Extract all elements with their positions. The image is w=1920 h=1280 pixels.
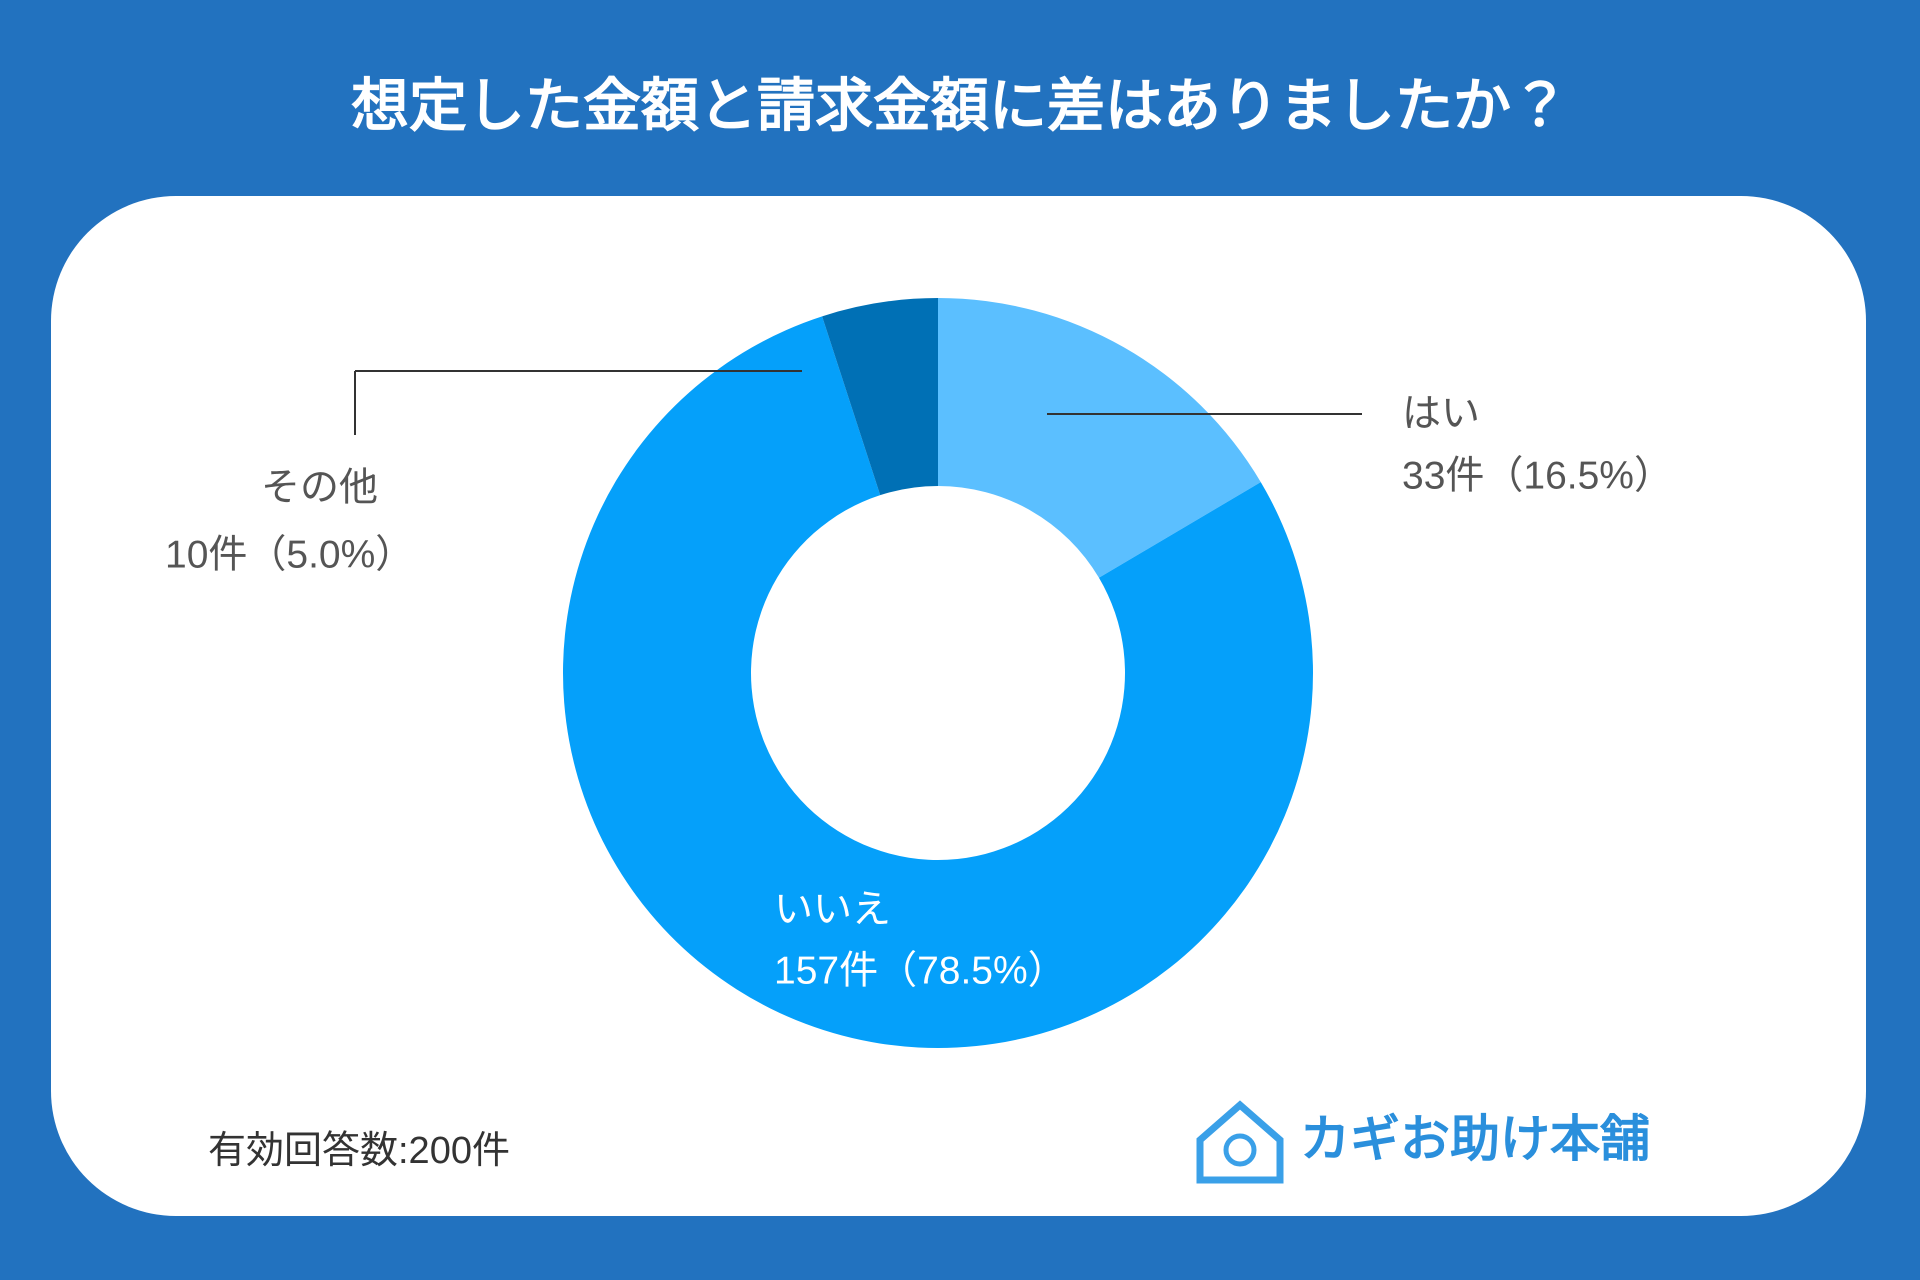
- value-label: 33件（16.5%）: [1402, 454, 1673, 497]
- sample-note: 有効回答数:200件: [208, 1130, 510, 1172]
- category-label: いいえ: [774, 888, 891, 931]
- category-label: その他: [261, 466, 378, 509]
- category-label: はい: [1402, 392, 1480, 435]
- logo-house: [1196, 1100, 1284, 1184]
- value-label: 157件（78.5%）: [774, 949, 1067, 992]
- chart-title: 想定した金額と請求金額に差はありましたか？: [351, 73, 1569, 138]
- slice: [938, 298, 1261, 578]
- brand-name: カギお助け本舗: [1300, 1111, 1650, 1167]
- logo: カギお助け本舗: [1196, 1100, 1650, 1184]
- slice: [822, 298, 938, 496]
- logo-face: [1223, 1133, 1257, 1167]
- value-label: 10件（5.0%）: [165, 533, 414, 576]
- slice: [563, 316, 1314, 1048]
- panel: [51, 196, 1866, 1216]
